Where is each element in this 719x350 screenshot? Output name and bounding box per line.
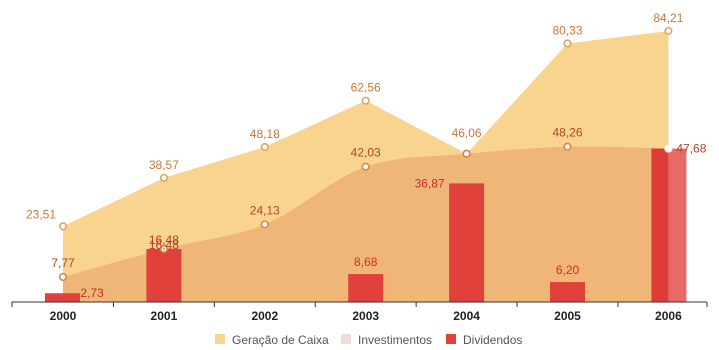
point-geracao-2006 [664,26,673,36]
chart-data-labels: 23,51 38,57 48,18 62,56 46,06 80,33 84,21 7,77 1… [26,11,707,300]
x-axis: 2000 2001 2002 2003 2004 2005 2006 [11,301,708,323]
x-tick-label: 2001 [151,309,178,323]
label-investimentos-2001: 16,48 [149,238,179,252]
point-geracao-2002 [260,142,269,152]
legend-swatch-geracao [215,334,225,344]
legend-label-dividendos: Dividendos [463,333,522,347]
point-investimentos-2003 [361,162,370,171]
legend-swatch-dividendos [446,334,456,344]
label-geracao-2002: 48,18 [250,127,280,141]
label-investimentos-2003: 42,03 [351,146,381,160]
area-investimentos [63,146,669,302]
label-geracao-2006: 84,21 [653,11,683,25]
bar-dividendos-2005 [550,282,585,302]
chart-bars [45,148,687,302]
label-dividendos-2003: 8,68 [354,255,378,269]
x-tick-label: 2003 [352,309,379,323]
bar-dividendos-2006 [668,148,687,302]
label-geracao-2000: 23,51 [26,207,56,221]
x-tick-label: 2004 [453,309,480,323]
bar-dividendos-2001 [146,248,182,302]
point-geracao-2005 [563,39,572,48]
label-geracao-2004: 46,06 [452,126,482,140]
label-investimentos-2002: 24,13 [250,203,280,217]
label-investimentos-2000: 7,77 [51,256,75,270]
x-tick-label: 2006 [655,309,682,323]
point-investimentos-2005 [563,142,572,151]
label-geracao-2001: 38,57 [149,158,179,172]
point-dividendos-2001 [159,244,168,254]
x-tick-label: 2000 [50,309,77,323]
label-dividendos-2005: 6,20 [556,263,580,277]
label-dividendos-2000: 2,73 [80,286,104,300]
label-investimentos-2006: 47,68 [676,142,706,156]
point-dividendos-2006 [664,144,673,153]
legend-label-geracao: Geração de Caixa [232,333,329,347]
bar-dividendos-2003 [348,274,384,302]
bar-dividendos-2006-a [651,148,669,302]
x-tick-label: 2005 [554,309,581,323]
point-geracao-2000 [58,222,68,231]
bar-dividendos-2004 [449,183,485,302]
point-geracao-2001 [159,173,168,182]
label-geracao-2003: 62,56 [351,81,381,95]
point-geracao-2003 [361,96,370,105]
label-investimentos-2005: 48,26 [552,126,582,140]
legend-swatch-investimentos [341,334,351,344]
legend-label-investimentos: Investimentos [358,333,432,347]
bar-dividendos-2000 [45,293,80,302]
point-investimentos-2000 [58,272,68,282]
label-geracao-2005: 80,33 [552,23,582,37]
label-dividendos-2004: 36,87 [415,176,445,190]
x-tick-label: 2002 [251,309,278,323]
chart-points [58,26,673,282]
label-dividendos-2001: 16,48 [149,233,179,247]
point-investimentos-2004 [462,149,471,158]
legend: Geração de Caixa Investimentos Dividendos [215,333,522,347]
point-investimentos-2002 [260,220,269,229]
